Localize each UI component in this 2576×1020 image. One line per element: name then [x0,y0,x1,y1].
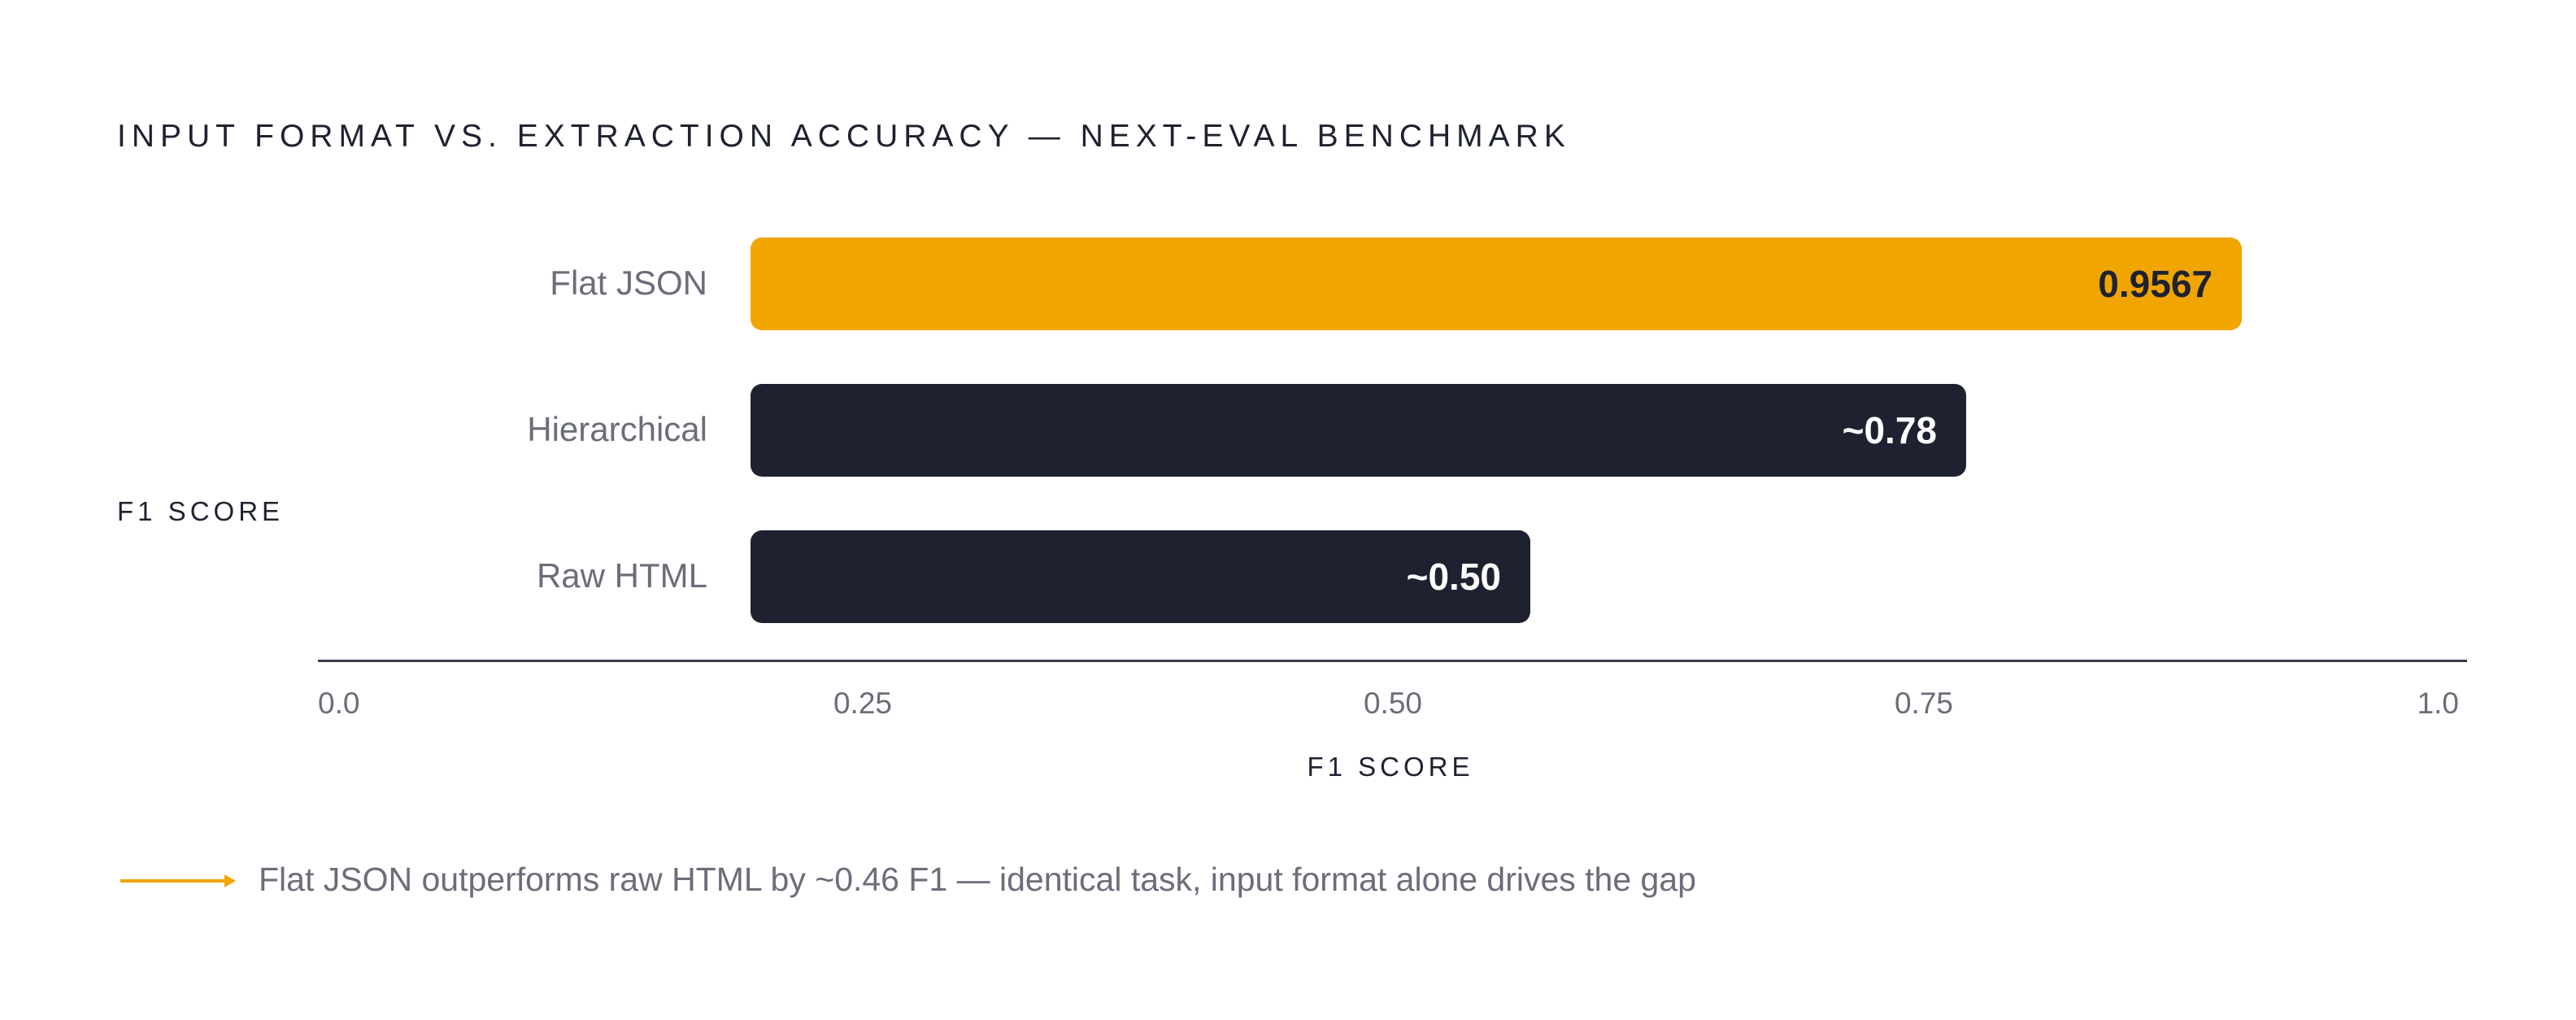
chart-title: INPUT FORMAT VS. EXTRACTION ACCURACY — N… [117,119,1571,154]
y-axis-label: F1 SCORE [117,496,285,526]
annotation-text: Flat JSON outperforms raw HTML by ~0.46 … [259,861,1696,898]
x-tick-label: 1.0 [2417,687,2459,720]
category-label: Flat JSON [550,264,707,302]
bar-value-label: ~0.50 [1406,556,1501,598]
bar: ~0.50 [751,530,1530,623]
bar: ~0.78 [751,384,1966,477]
x-tick-label: 0.50 [1363,687,1422,720]
x-tick-label: 0.75 [1894,687,1953,720]
x-axis-line [318,660,2467,662]
category-label: Raw HTML [536,556,707,595]
category-label: Hierarchical [527,410,707,448]
bar-value-label: 0.9567 [2098,263,2213,305]
arrow-icon [120,874,236,887]
bar: 0.9567 [751,238,2242,330]
x-axis-label: F1 SCORE [1307,752,1474,782]
x-tick-label: 0.25 [833,687,892,720]
x-tick-label: 0.0 [318,687,360,720]
bar-value-label: ~0.78 [1842,409,1937,451]
